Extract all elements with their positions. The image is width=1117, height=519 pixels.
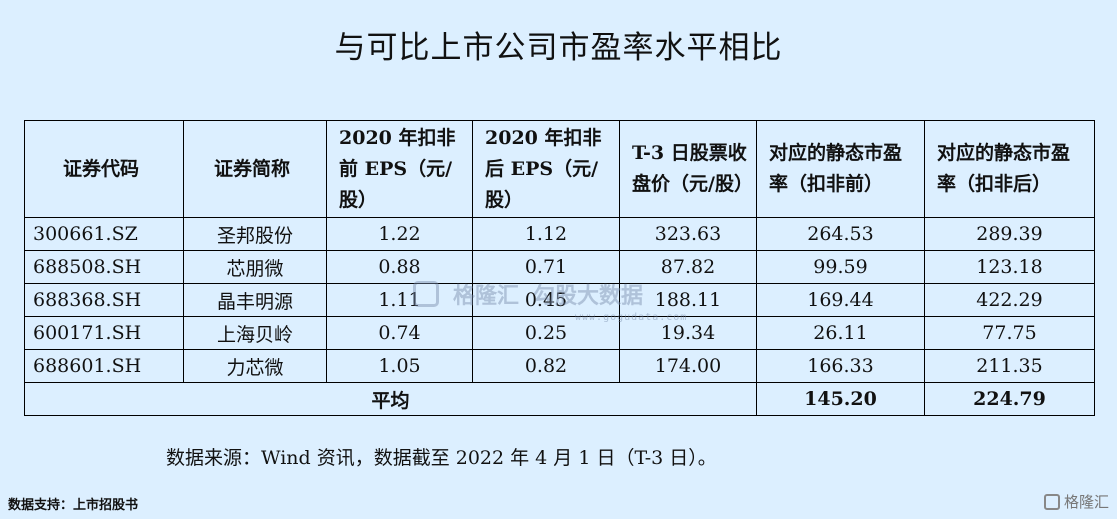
cell-pe-post: 211.35 [924,349,1095,383]
cell-pe-pre: 169.44 [756,283,925,317]
cell-eps-post: 0.71 [472,250,620,284]
corner-logo-text: 格隆汇 [1063,493,1109,511]
watermark-url: www.gogudata.com [575,312,688,323]
cell-code: 688601.SH [24,349,184,383]
cell-name: 芯朋微 [183,250,327,284]
cell-pe-post: 289.39 [924,217,1095,251]
average-pe-pre: 145.20 [756,382,925,416]
cell-code: 300661.SZ [24,217,184,251]
header-eps-post: 2020 年扣非后 EPS（元/股） [472,120,620,218]
support-note: 数据支持：上市招股书 [8,498,139,513]
header-eps-pre: 2020 年扣非前 EPS（元/股） [326,120,473,218]
cell-code: 688508.SH [24,250,184,284]
cell-eps-pre: 0.88 [326,250,473,284]
average-row: 平均 145.20 224.79 [24,382,1095,416]
cell-pe-pre: 166.33 [756,349,925,383]
cell-pe-post: 123.18 [924,250,1095,284]
comparison-table: 证券代码 证券简称 2020 年扣非前 EPS（元/股） 2020 年扣非后 E… [24,120,1095,416]
cell-eps-pre: 1.22 [326,217,473,251]
cell-pe-post: 422.29 [924,283,1095,317]
corner-logo: 格隆汇 [1043,491,1109,512]
table-row: 300661.SZ 圣邦股份 1.22 1.12 323.63 264.53 2… [24,217,1095,251]
cell-pe-pre: 264.53 [756,217,925,251]
header-name: 证券简称 [183,120,327,218]
cell-name: 圣邦股份 [183,217,327,251]
cell-price: 87.82 [619,250,757,284]
average-pe-post: 224.79 [924,382,1095,416]
page-title: 与可比上市公司市盈率水平相比 [334,30,783,66]
source-note: 数据来源：Wind 资讯，数据截至 2022 年 4 月 1 日（T-3 日）。 [166,447,717,469]
header-code: 证券代码 [24,120,184,218]
table-row: 688508.SH 芯朋微 0.88 0.71 87.82 99.59 123.… [24,250,1095,284]
cell-pe-pre: 99.59 [756,250,925,284]
cell-name: 晶丰明源 [183,283,327,317]
header-pe-post: 对应的静态市盈率（扣非后） [924,120,1095,218]
cell-pe-post: 77.75 [924,316,1095,350]
table-row: 688601.SH 力芯微 1.05 0.82 174.00 166.33 21… [24,349,1095,383]
cell-eps-pre: 0.74 [326,316,473,350]
cell-pe-pre: 26.11 [756,316,925,350]
cell-code: 688368.SH [24,283,184,317]
cell-eps-pre: 1.05 [326,349,473,383]
cell-price: 19.34 [619,316,757,350]
header-pe-pre: 对应的静态市盈率（扣非前） [756,120,925,218]
cell-name: 上海贝岭 [183,316,327,350]
cell-eps-post: 0.82 [472,349,620,383]
table-row: 600171.SH 上海贝岭 0.74 0.25 19.34 26.11 77.… [24,316,1095,350]
cell-price: 323.63 [619,217,757,251]
header-row: 证券代码 证券简称 2020 年扣非前 EPS（元/股） 2020 年扣非后 E… [24,120,1095,218]
cell-eps-post: 0.45 [472,283,620,317]
brand-logo-icon [1043,493,1060,510]
cell-eps-pre: 1.11 [326,283,473,317]
cell-price: 174.00 [619,349,757,383]
cell-name: 力芯微 [183,349,327,383]
cell-code: 600171.SH [24,316,184,350]
table-row: 688368.SH 晶丰明源 1.11 0.45 188.11 169.44 4… [24,283,1095,317]
average-label: 平均 [24,382,757,416]
header-price: T-3 日股票收盘价（元/股） [619,120,757,218]
cell-eps-post: 1.12 [472,217,620,251]
cell-price: 188.11 [619,283,757,317]
